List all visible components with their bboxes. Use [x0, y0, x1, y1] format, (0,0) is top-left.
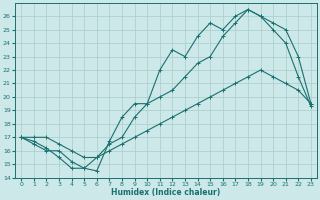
X-axis label: Humidex (Indice chaleur): Humidex (Indice chaleur): [111, 188, 221, 197]
